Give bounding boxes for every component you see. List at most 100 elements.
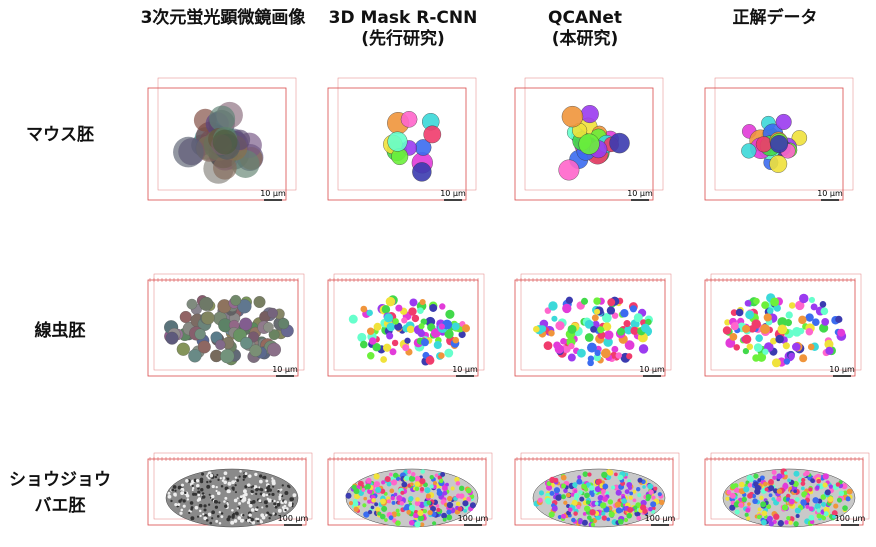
cell-mark <box>278 497 282 501</box>
cell-mark <box>211 517 214 520</box>
cell-mark <box>213 499 218 504</box>
cell-mark <box>197 340 211 354</box>
cell-mark <box>455 493 461 499</box>
cell-mark <box>573 511 578 516</box>
cell-mark <box>427 509 433 516</box>
cell-mark <box>267 307 278 319</box>
cell-mark <box>582 511 587 516</box>
cell-mark <box>203 508 207 512</box>
cell-mark <box>777 324 788 335</box>
cell-mark <box>580 105 599 124</box>
cell-mark <box>561 513 567 519</box>
cell-mark <box>561 483 566 489</box>
cell-mark <box>759 475 765 481</box>
cell-mark <box>605 491 610 496</box>
cell-mark <box>404 475 410 481</box>
cell-mark <box>206 484 211 489</box>
cell-mark <box>215 519 219 523</box>
cell-mark <box>208 503 211 506</box>
cell-mark <box>758 514 762 519</box>
cell-mark <box>215 485 218 489</box>
cell-mark <box>414 521 421 528</box>
cell-mark <box>362 503 367 508</box>
cell-mark <box>768 479 774 485</box>
cell-mark <box>770 337 777 345</box>
cell-mark <box>833 503 839 509</box>
cell-mark <box>243 489 247 494</box>
cell-mark <box>438 478 444 484</box>
cell-mark <box>651 509 656 514</box>
cell-mark <box>203 504 207 508</box>
cell-mark <box>192 486 195 490</box>
cell-mark <box>601 515 608 521</box>
panel-drawing: 10 μm <box>327 77 477 201</box>
cell-mark <box>614 501 621 508</box>
cell-mark <box>367 499 372 504</box>
column-header-ground-truth: 正解データ <box>700 8 850 29</box>
cell-mark <box>454 476 460 483</box>
cell-mark <box>390 496 395 501</box>
cell-mark <box>611 345 619 353</box>
cell-mark <box>657 492 662 497</box>
image-panel: 10 μm <box>505 72 665 212</box>
cell-mark <box>580 297 589 305</box>
cell-mark <box>208 493 211 496</box>
cell-mark <box>607 298 616 307</box>
cell-mark <box>835 482 841 487</box>
cell-mark <box>389 348 397 356</box>
cell-mark <box>793 521 799 527</box>
cell-mark <box>271 477 274 480</box>
cell-mark <box>177 503 181 507</box>
cell-mark <box>353 493 361 500</box>
cell-mark <box>272 512 275 515</box>
cell-mark <box>578 133 600 155</box>
cell-mark <box>408 475 416 482</box>
cell-mark <box>442 517 447 522</box>
cell-mark <box>795 300 805 311</box>
cell-mark <box>266 497 269 500</box>
panel-drawing: 10 μm <box>514 273 672 377</box>
cell-mark <box>571 517 576 523</box>
cell-mark <box>760 324 770 334</box>
cell-mark <box>215 339 226 350</box>
scale-bar-label: 10 μm <box>272 365 298 374</box>
cell-mark <box>648 506 653 512</box>
cell-mark <box>171 488 175 492</box>
cell-mark <box>382 343 392 352</box>
cell-mark <box>747 493 753 499</box>
cell-mark <box>366 309 373 317</box>
cell-mark <box>172 485 177 489</box>
cell-mark <box>410 482 414 486</box>
cell-mark <box>244 472 248 475</box>
cell-mark <box>442 490 448 496</box>
scale-bar-label: 100 μm <box>278 514 309 523</box>
cell-mark <box>761 510 768 517</box>
cell-mark <box>617 518 624 525</box>
cell-mark <box>180 508 184 512</box>
cell-mark <box>174 503 178 507</box>
cell-mark <box>283 500 287 504</box>
cell-mark <box>759 495 764 500</box>
cell-mark <box>835 315 843 323</box>
cell-mark <box>254 472 258 477</box>
cell-mark <box>554 344 565 354</box>
cell-mark <box>238 475 241 478</box>
cell-mark <box>638 344 649 354</box>
cell-mark <box>400 490 405 495</box>
cell-mark <box>553 487 561 494</box>
cell-mark <box>203 516 208 521</box>
cell-mark <box>793 489 797 494</box>
cell-mark <box>186 298 198 310</box>
cell-mark <box>242 474 247 479</box>
cell-mark <box>234 511 239 516</box>
cell-mark <box>636 515 642 521</box>
cell-mark <box>578 518 583 523</box>
cell-mark <box>450 486 455 491</box>
cell-mark <box>567 353 576 362</box>
cell-mark <box>261 506 264 509</box>
cell-mark <box>465 487 472 494</box>
cell-mark <box>816 478 822 484</box>
row-label-line1: 線虫胚 <box>34 321 86 341</box>
row-label-nematode: 線虫胚 <box>0 318 120 344</box>
cell-mark <box>591 314 599 322</box>
